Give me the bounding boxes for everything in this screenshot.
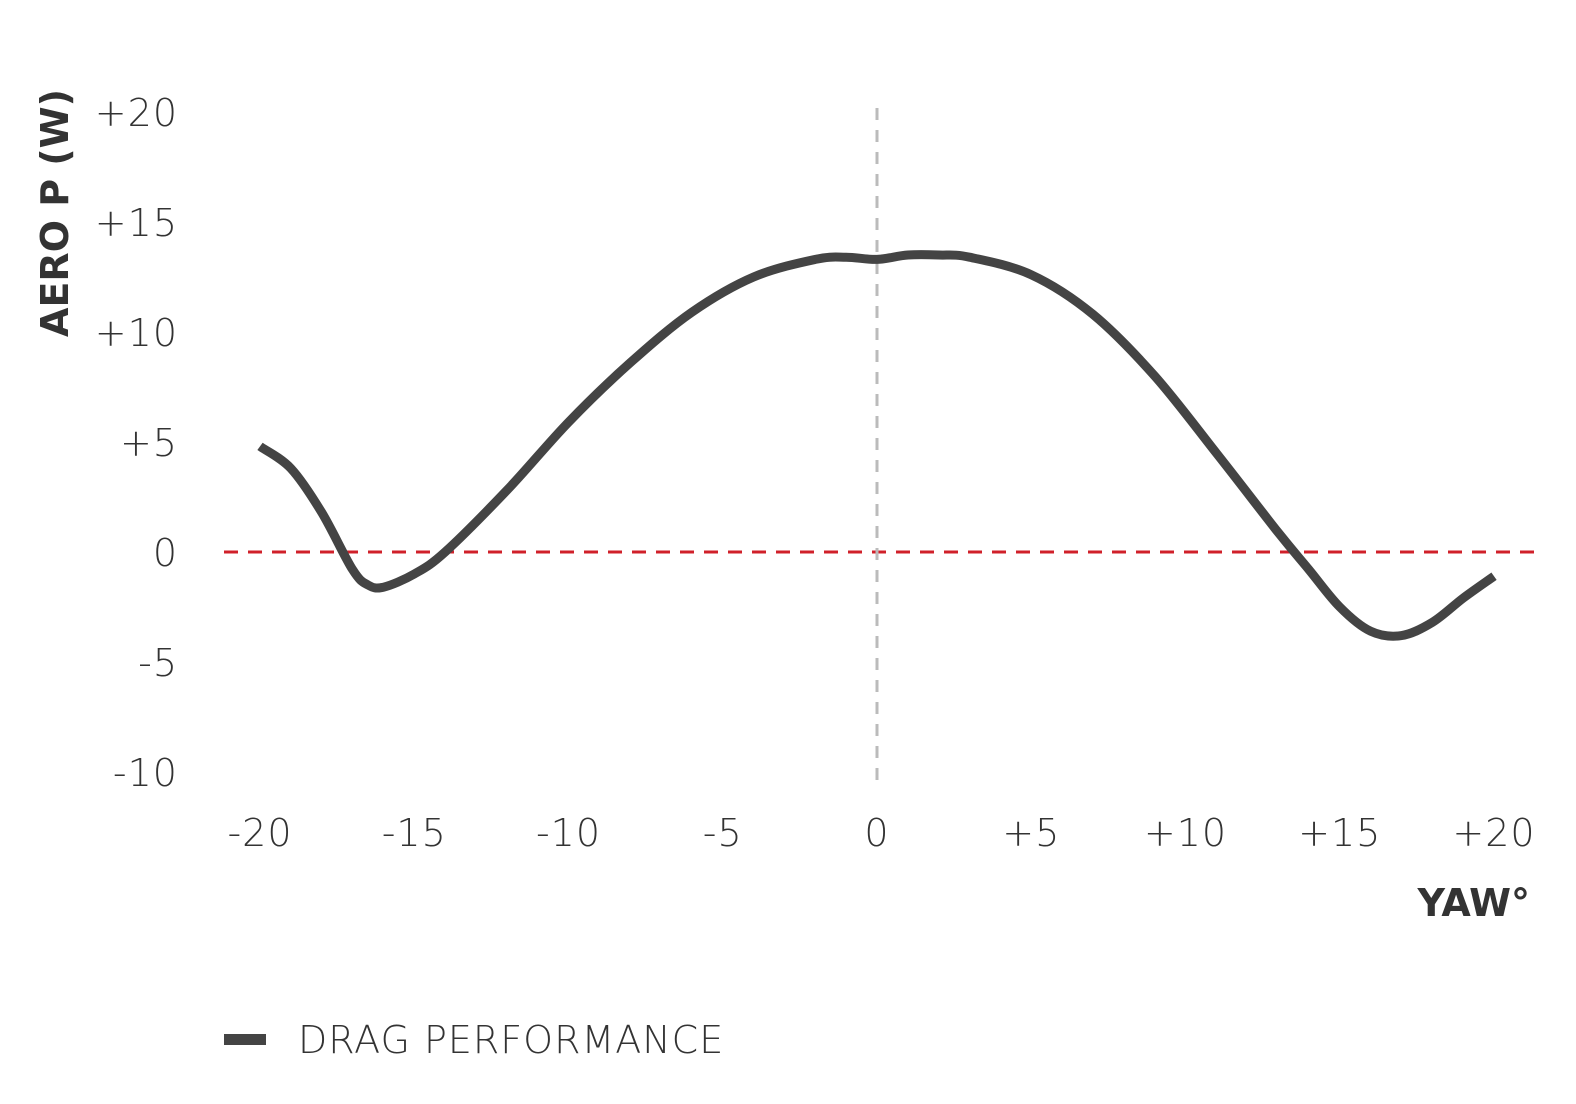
y-tick-label: -10 [113, 751, 178, 795]
y-tick-label: 0 [153, 531, 178, 575]
series-line-0 [257, 250, 1497, 641]
y-axis-title: AERO P (W) [33, 89, 77, 337]
x-tick-label: -5 [703, 811, 743, 855]
x-tick-label: -20 [227, 811, 292, 855]
y-tick-label: -5 [138, 641, 178, 685]
series-layer [257, 250, 1497, 641]
legend-swatch-drag-performance [224, 1034, 266, 1045]
y-tick-label: +10 [95, 311, 178, 355]
y-tick-labels: +20 +15 +10 +5 0 -5 -10 [95, 91, 178, 795]
x-tick-label: +15 [1298, 811, 1381, 855]
x-axis-title: YAW° [1417, 881, 1531, 925]
legend: DRAG PERFORMANCE [224, 1018, 724, 1062]
x-tick-label: -10 [536, 811, 601, 855]
x-tick-label: -15 [382, 811, 447, 855]
x-tick-label: +20 [1452, 811, 1535, 855]
x-tick-labels: -20 -15 -10 -5 0 +5 +10 +15 +20 [227, 811, 1535, 855]
x-tick-label: 0 [864, 811, 889, 855]
reference-lines [224, 108, 1534, 782]
y-tick-label: +5 [120, 421, 178, 465]
x-tick-label: +5 [1002, 811, 1060, 855]
y-tick-label: +15 [95, 201, 178, 245]
y-tick-label: +20 [95, 91, 178, 135]
legend-label-drag-performance: DRAG PERFORMANCE [298, 1018, 724, 1062]
x-tick-label: +10 [1144, 811, 1227, 855]
